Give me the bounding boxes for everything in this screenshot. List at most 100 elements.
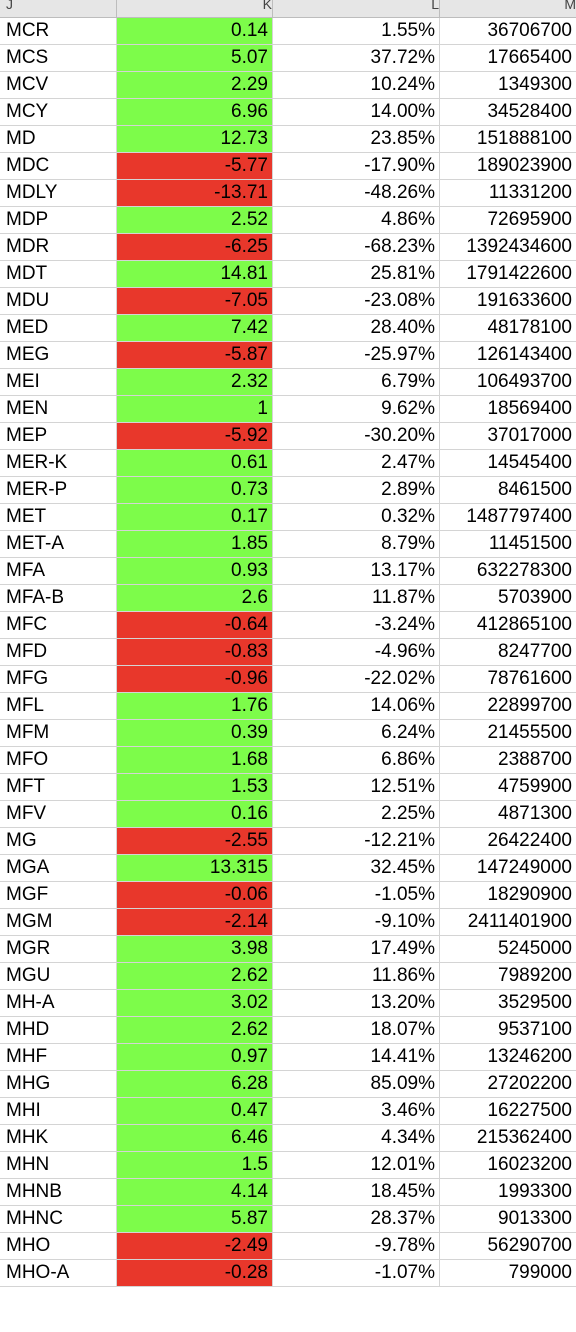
change-cell[interactable]: 2.62: [117, 1017, 273, 1044]
column-header-j[interactable]: J: [0, 0, 117, 18]
change-cell[interactable]: 0.39: [117, 720, 273, 747]
volume-cell[interactable]: 151888100: [440, 126, 576, 153]
percent-change-cell[interactable]: -3.24%: [273, 612, 440, 639]
volume-cell[interactable]: 18569400: [440, 396, 576, 423]
change-cell[interactable]: 3.02: [117, 990, 273, 1017]
change-cell[interactable]: -2.49: [117, 1233, 273, 1260]
symbol-cell[interactable]: MFA: [0, 558, 117, 585]
change-cell[interactable]: 6.96: [117, 99, 273, 126]
percent-change-cell[interactable]: 2.25%: [273, 801, 440, 828]
change-cell[interactable]: 2.62: [117, 963, 273, 990]
symbol-cell[interactable]: MDP: [0, 207, 117, 234]
volume-cell[interactable]: 5245000: [440, 936, 576, 963]
volume-cell[interactable]: 412865100: [440, 612, 576, 639]
volume-cell[interactable]: 126143400: [440, 342, 576, 369]
change-cell[interactable]: 2.52: [117, 207, 273, 234]
percent-change-cell[interactable]: 4.86%: [273, 207, 440, 234]
change-cell[interactable]: 5.87: [117, 1206, 273, 1233]
percent-change-cell[interactable]: 11.86%: [273, 963, 440, 990]
volume-cell[interactable]: 7989200: [440, 963, 576, 990]
change-cell[interactable]: -0.28: [117, 1260, 273, 1287]
percent-change-cell[interactable]: -25.97%: [273, 342, 440, 369]
change-cell[interactable]: 14.81: [117, 261, 273, 288]
percent-change-cell[interactable]: -9.78%: [273, 1233, 440, 1260]
volume-cell[interactable]: 1349300: [440, 72, 576, 99]
symbol-cell[interactable]: MHK: [0, 1125, 117, 1152]
change-cell[interactable]: -7.05: [117, 288, 273, 315]
percent-change-cell[interactable]: 1.55%: [273, 18, 440, 45]
change-cell[interactable]: 7.42: [117, 315, 273, 342]
volume-cell[interactable]: 5703900: [440, 585, 576, 612]
volume-cell[interactable]: 799000: [440, 1260, 576, 1287]
change-cell[interactable]: -13.71: [117, 180, 273, 207]
change-cell[interactable]: 3.98: [117, 936, 273, 963]
symbol-cell[interactable]: MH-A: [0, 990, 117, 1017]
change-cell[interactable]: 12.73: [117, 126, 273, 153]
symbol-cell[interactable]: MEI: [0, 369, 117, 396]
volume-cell[interactable]: 48178100: [440, 315, 576, 342]
percent-change-cell[interactable]: -23.08%: [273, 288, 440, 315]
symbol-cell[interactable]: MFA-B: [0, 585, 117, 612]
change-cell[interactable]: 0.97: [117, 1044, 273, 1071]
change-cell[interactable]: 0.16: [117, 801, 273, 828]
symbol-cell[interactable]: MHF: [0, 1044, 117, 1071]
change-cell[interactable]: 0.17: [117, 504, 273, 531]
symbol-cell[interactable]: MFD: [0, 639, 117, 666]
percent-change-cell[interactable]: -68.23%: [273, 234, 440, 261]
percent-change-cell[interactable]: 6.79%: [273, 369, 440, 396]
symbol-cell[interactable]: MFL: [0, 693, 117, 720]
percent-change-cell[interactable]: 0.32%: [273, 504, 440, 531]
volume-cell[interactable]: 18290900: [440, 882, 576, 909]
percent-change-cell[interactable]: -9.10%: [273, 909, 440, 936]
volume-cell[interactable]: 13246200: [440, 1044, 576, 1071]
change-cell[interactable]: -2.55: [117, 828, 273, 855]
percent-change-cell[interactable]: -12.21%: [273, 828, 440, 855]
percent-change-cell[interactable]: 13.20%: [273, 990, 440, 1017]
symbol-cell[interactable]: MFM: [0, 720, 117, 747]
volume-cell[interactable]: 2388700: [440, 747, 576, 774]
volume-cell[interactable]: 11451500: [440, 531, 576, 558]
volume-cell[interactable]: 72695900: [440, 207, 576, 234]
symbol-cell[interactable]: MER-P: [0, 477, 117, 504]
change-cell[interactable]: -0.06: [117, 882, 273, 909]
volume-cell[interactable]: 8461500: [440, 477, 576, 504]
volume-cell[interactable]: 632278300: [440, 558, 576, 585]
volume-cell[interactable]: 215362400: [440, 1125, 576, 1152]
symbol-cell[interactable]: MEP: [0, 423, 117, 450]
percent-change-cell[interactable]: 28.40%: [273, 315, 440, 342]
symbol-cell[interactable]: MGR: [0, 936, 117, 963]
symbol-cell[interactable]: MED: [0, 315, 117, 342]
volume-cell[interactable]: 147249000: [440, 855, 576, 882]
volume-cell[interactable]: 8247700: [440, 639, 576, 666]
symbol-cell[interactable]: MHNC: [0, 1206, 117, 1233]
percent-change-cell[interactable]: 4.34%: [273, 1125, 440, 1152]
symbol-cell[interactable]: MDLY: [0, 180, 117, 207]
change-cell[interactable]: 5.07: [117, 45, 273, 72]
symbol-cell[interactable]: MCS: [0, 45, 117, 72]
percent-change-cell[interactable]: 37.72%: [273, 45, 440, 72]
volume-cell[interactable]: 21455500: [440, 720, 576, 747]
volume-cell[interactable]: 9537100: [440, 1017, 576, 1044]
change-cell[interactable]: 1: [117, 396, 273, 423]
change-cell[interactable]: -5.77: [117, 153, 273, 180]
change-cell[interactable]: -0.83: [117, 639, 273, 666]
change-cell[interactable]: 2.6: [117, 585, 273, 612]
change-cell[interactable]: -2.14: [117, 909, 273, 936]
symbol-cell[interactable]: MEN: [0, 396, 117, 423]
change-cell[interactable]: 1.68: [117, 747, 273, 774]
change-cell[interactable]: 2.32: [117, 369, 273, 396]
symbol-cell[interactable]: MGU: [0, 963, 117, 990]
change-cell[interactable]: 1.76: [117, 693, 273, 720]
change-cell[interactable]: 2.29: [117, 72, 273, 99]
volume-cell[interactable]: 9013300: [440, 1206, 576, 1233]
change-cell[interactable]: 1.85: [117, 531, 273, 558]
symbol-cell[interactable]: MHO-A: [0, 1260, 117, 1287]
volume-cell[interactable]: 37017000: [440, 423, 576, 450]
symbol-cell[interactable]: MER-K: [0, 450, 117, 477]
change-cell[interactable]: -6.25: [117, 234, 273, 261]
change-cell[interactable]: -5.87: [117, 342, 273, 369]
percent-change-cell[interactable]: -30.20%: [273, 423, 440, 450]
change-cell[interactable]: -5.92: [117, 423, 273, 450]
volume-cell[interactable]: 1392434600: [440, 234, 576, 261]
percent-change-cell[interactable]: -4.96%: [273, 639, 440, 666]
